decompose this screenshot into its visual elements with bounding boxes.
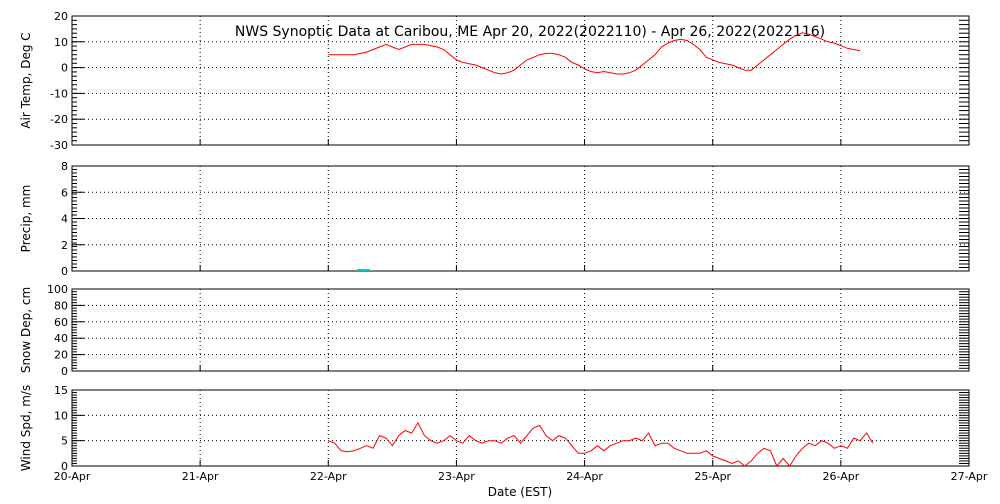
y-tick-label: 5 [61, 435, 68, 448]
y-tick-label: 0 [61, 460, 68, 473]
x-tick-label: 20-Apr [54, 470, 91, 483]
y-tick-label: -10 [50, 87, 68, 100]
panel-frame [71, 15, 970, 146]
y-tick-label: 4 [61, 213, 68, 226]
y-axis-label: Wind Spd, m/s [19, 385, 33, 471]
y-tick-label: 10 [54, 409, 68, 422]
x-tick-label: 25-Apr [694, 470, 731, 483]
y-tick-label: -20 [50, 113, 68, 126]
y-tick-label: 20 [54, 349, 68, 362]
y-tick-label: 20 [54, 10, 68, 23]
x-tick-label: 24-Apr [566, 470, 603, 483]
x-tick-label: 21-Apr [182, 470, 219, 483]
panel-snow-depth: 0 20 40 60 80 100 Snow Dep, cm [19, 283, 970, 378]
y-axis-label: Snow Dep, cm [19, 287, 33, 373]
y-axis-label: Precip, mm [19, 185, 33, 253]
panel-precip: 0 2 4 6 8 Precip, mm [19, 160, 970, 278]
y-tick-label: 6 [61, 186, 68, 199]
panel-frame [71, 389, 970, 467]
y-tick-label: 0 [61, 365, 68, 378]
precip-bar [363, 269, 370, 271]
series-line-air-temp [328, 32, 861, 75]
y-tick-label: -30 [50, 139, 68, 152]
panel-wind-speed: 0 5 10 15 Wind Spd, m/s [19, 384, 970, 473]
y-tick-label: 8 [61, 160, 68, 173]
chart-title: NWS Synoptic Data at Caribou, ME Apr 20,… [235, 24, 825, 40]
x-tick-label: 26-Apr [822, 470, 859, 483]
x-tick-label: 27-Apr [951, 470, 988, 483]
y-tick-label: 15 [54, 384, 68, 397]
y-tick-label: 100 [47, 283, 68, 296]
x-axis-label: Date (EST) [488, 485, 552, 499]
y-tick-label: 80 [54, 299, 68, 312]
panel-frame [71, 165, 970, 272]
y-tick-label: 0 [61, 62, 68, 75]
y-tick-label: 10 [54, 36, 68, 49]
panel-frame [71, 288, 970, 372]
x-tick-label: 22-Apr [310, 470, 347, 483]
y-tick-label: 60 [54, 316, 68, 329]
panel-air-temp: -30 -20 -10 0 10 20 Air Temp, Deg C [19, 10, 970, 152]
y-tick-label: 0 [61, 265, 68, 278]
x-tick-label: 23-Apr [438, 470, 475, 483]
y-tick-label: 2 [61, 239, 68, 252]
series-line-wind-speed [328, 421, 874, 467]
y-axis-label: Air Temp, Deg C [19, 32, 33, 128]
precip-bar [357, 269, 364, 271]
y-tick-label: 40 [54, 332, 68, 345]
